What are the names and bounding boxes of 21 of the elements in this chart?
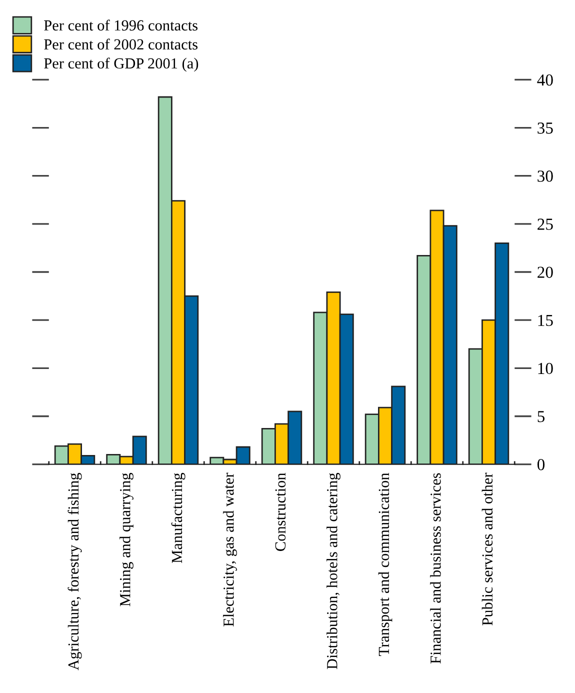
y-tick-label: 10 [538, 362, 553, 374]
y-tick-label: 40 [537, 74, 553, 86]
x-tick-label: Construction [275, 472, 286, 551]
x-tick-label: Public services and other [482, 472, 493, 626]
x-tick-label: Manufacturing [171, 472, 186, 563]
x-tick-label: Agriculture, forestry and fishing [68, 472, 82, 670]
legend-label: Per cent of 2002 contacts [44, 38, 198, 50]
x-tick-label: Mining and quarrying [120, 472, 134, 606]
y-tick-label: 15 [538, 314, 553, 326]
y-tick-label: 35 [538, 122, 553, 134]
y-tick-label: 5 [538, 411, 545, 422]
x-tick-label: Transport and communication [378, 472, 392, 656]
legend-label: Per cent of GDP 2001 (a) [44, 58, 198, 72]
y-tick-label: 20 [538, 266, 553, 278]
x-tick-label: Financial and business services [430, 473, 441, 664]
y-tick-label: 30 [538, 170, 553, 182]
y-tick-label: 0 [537, 459, 545, 470]
y-tick-label: 25 [538, 218, 553, 230]
x-tick-label: Distribution, hotels and catering [326, 472, 340, 670]
x-tick-label: Electricity, gas and water [223, 472, 237, 626]
legend-label: Per cent of 1996 contacts [44, 20, 198, 31]
